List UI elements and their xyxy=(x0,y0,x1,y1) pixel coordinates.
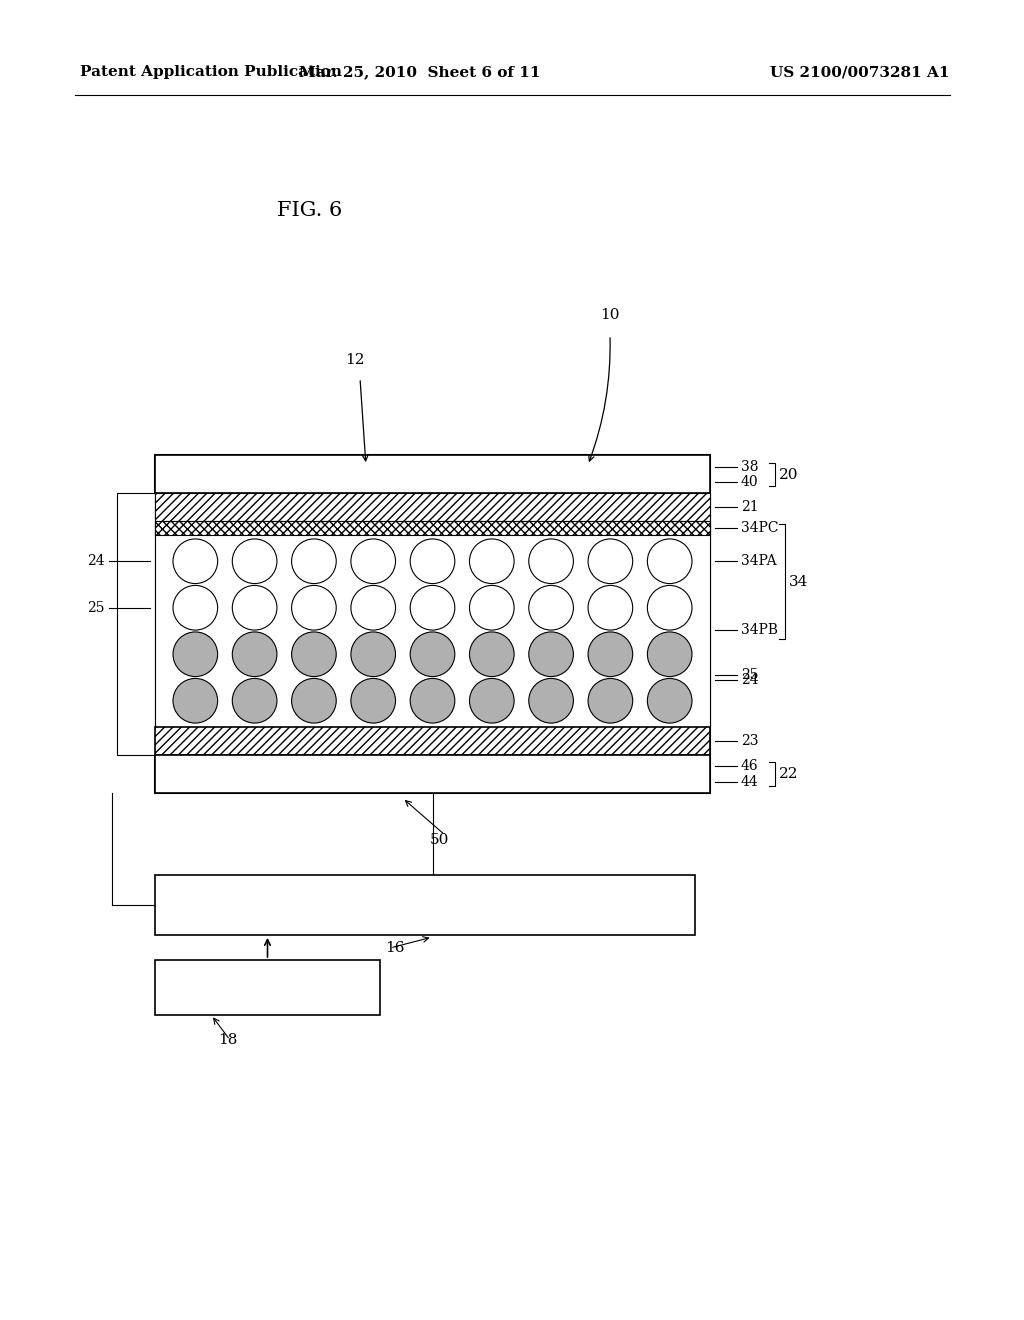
Circle shape xyxy=(411,539,455,583)
Text: CONTROLLER: CONTROLLER xyxy=(210,981,325,994)
Text: 16: 16 xyxy=(385,941,404,954)
Text: VOLTAGE APPLYING UNIT: VOLTAGE APPLYING UNIT xyxy=(319,898,530,912)
Circle shape xyxy=(647,539,692,583)
Text: FIG. 6: FIG. 6 xyxy=(278,201,343,219)
Text: 20: 20 xyxy=(779,467,799,482)
Circle shape xyxy=(411,678,455,723)
Circle shape xyxy=(647,678,692,723)
Text: 23: 23 xyxy=(741,734,759,748)
Circle shape xyxy=(292,678,336,723)
Circle shape xyxy=(411,632,455,677)
Circle shape xyxy=(292,586,336,630)
Circle shape xyxy=(469,632,514,677)
Circle shape xyxy=(528,678,573,723)
Circle shape xyxy=(469,539,514,583)
Circle shape xyxy=(647,632,692,677)
Bar xyxy=(155,455,710,793)
Bar xyxy=(155,755,710,793)
Circle shape xyxy=(173,586,218,630)
Text: 24: 24 xyxy=(87,554,105,568)
Bar xyxy=(155,455,710,492)
Circle shape xyxy=(588,678,633,723)
Circle shape xyxy=(232,632,276,677)
Bar xyxy=(155,521,710,535)
Text: 18: 18 xyxy=(218,1034,238,1047)
Text: 34PC: 34PC xyxy=(741,521,778,535)
Text: 38: 38 xyxy=(741,461,759,474)
Text: 34PB: 34PB xyxy=(741,623,778,638)
Text: 10: 10 xyxy=(600,308,620,322)
Bar xyxy=(155,492,710,521)
Circle shape xyxy=(173,632,218,677)
Circle shape xyxy=(588,586,633,630)
Bar xyxy=(117,492,155,755)
Circle shape xyxy=(588,539,633,583)
Circle shape xyxy=(469,586,514,630)
Circle shape xyxy=(232,586,276,630)
Circle shape xyxy=(292,632,336,677)
Circle shape xyxy=(173,678,218,723)
Bar xyxy=(155,727,710,755)
Bar xyxy=(155,521,710,727)
Circle shape xyxy=(173,539,218,583)
Circle shape xyxy=(411,586,455,630)
Circle shape xyxy=(232,678,276,723)
Text: Patent Application Publication: Patent Application Publication xyxy=(80,65,342,79)
Text: 44: 44 xyxy=(741,775,759,789)
Circle shape xyxy=(351,632,395,677)
Text: 22: 22 xyxy=(779,767,799,781)
Text: 12: 12 xyxy=(345,352,365,367)
Circle shape xyxy=(351,678,395,723)
Circle shape xyxy=(469,678,514,723)
Text: 25: 25 xyxy=(87,601,105,615)
Text: 25: 25 xyxy=(741,668,759,682)
Circle shape xyxy=(292,539,336,583)
Text: 34PA: 34PA xyxy=(741,554,776,568)
Text: Mar. 25, 2010  Sheet 6 of 11: Mar. 25, 2010 Sheet 6 of 11 xyxy=(299,65,541,79)
Text: 24: 24 xyxy=(741,673,759,686)
Circle shape xyxy=(528,632,573,677)
Text: 50: 50 xyxy=(430,833,450,847)
Circle shape xyxy=(351,586,395,630)
Circle shape xyxy=(588,632,633,677)
Circle shape xyxy=(528,586,573,630)
Bar xyxy=(155,875,695,935)
Circle shape xyxy=(232,539,276,583)
Circle shape xyxy=(351,539,395,583)
Text: 21: 21 xyxy=(741,500,759,513)
Text: 34: 34 xyxy=(790,574,808,589)
Circle shape xyxy=(528,539,573,583)
Text: US 2100/0073281 A1: US 2100/0073281 A1 xyxy=(770,65,950,79)
Bar xyxy=(155,960,380,1015)
Text: 40: 40 xyxy=(741,475,759,490)
Circle shape xyxy=(647,586,692,630)
Text: 46: 46 xyxy=(741,759,759,772)
